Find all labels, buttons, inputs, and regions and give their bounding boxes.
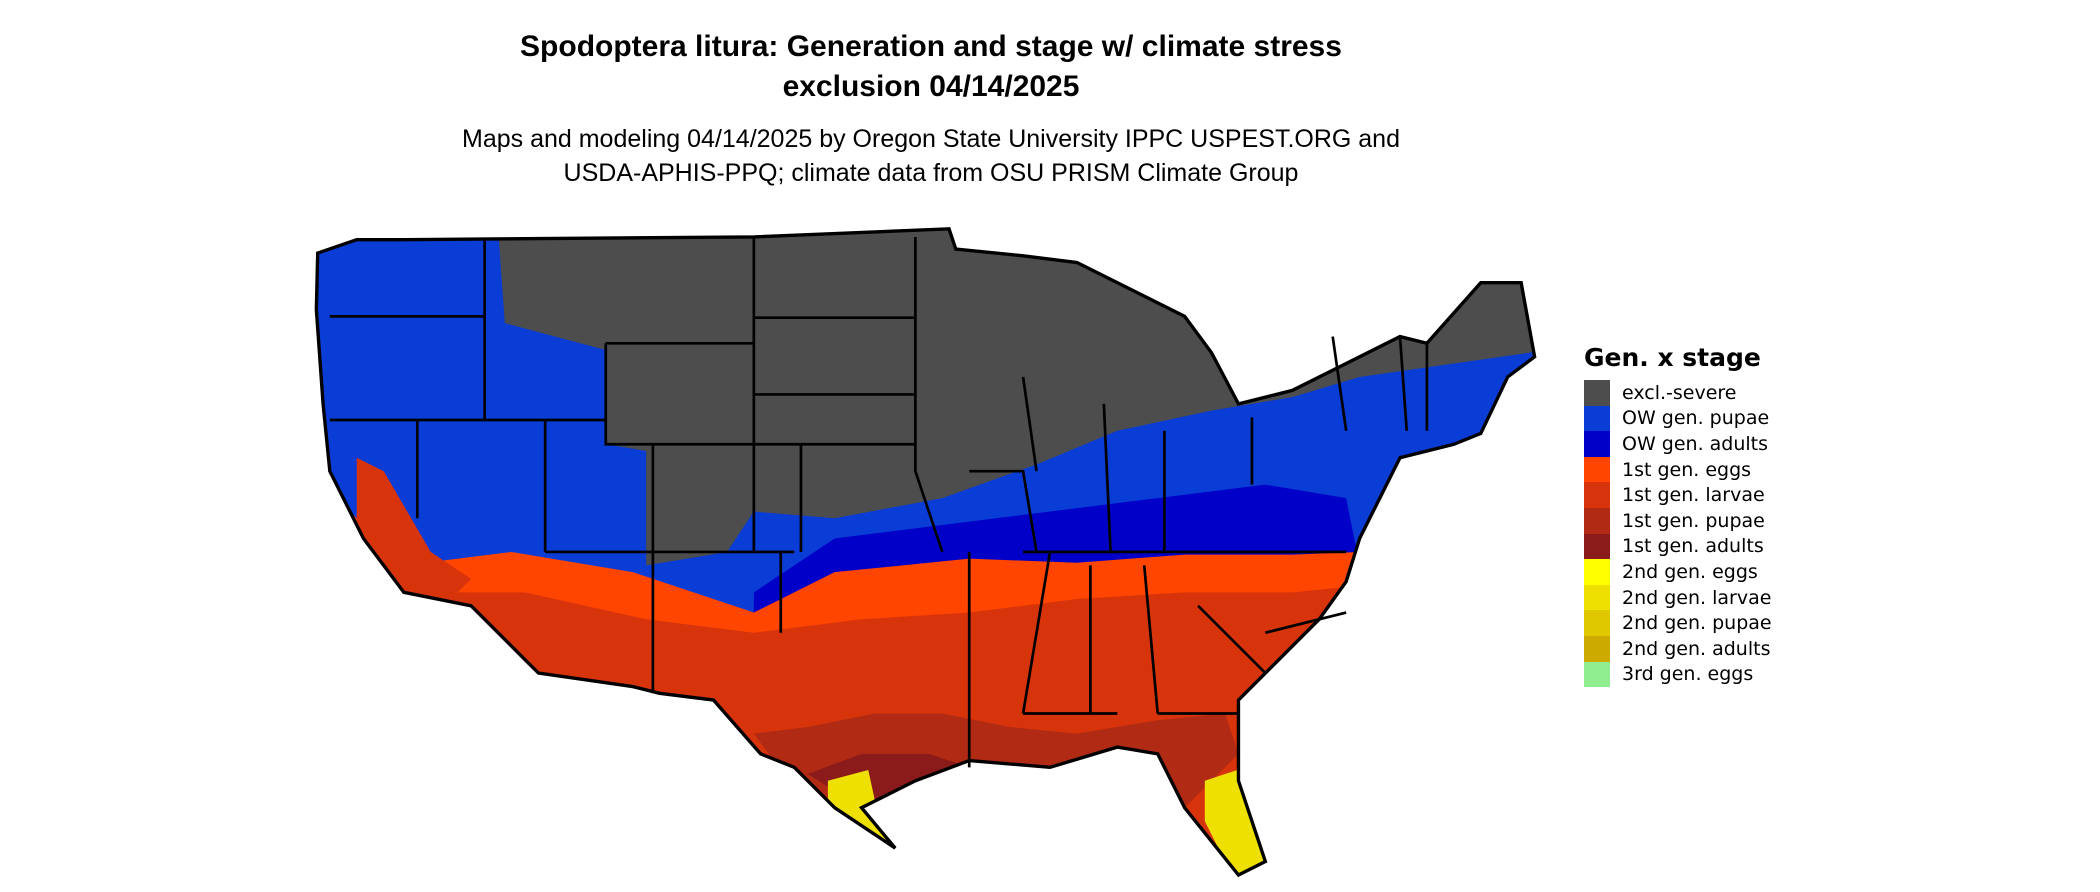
legend-swatch bbox=[1584, 456, 1610, 483]
legend-item: 1st gen. eggs bbox=[1584, 456, 1772, 483]
legend-item: 2nd gen. eggs bbox=[1584, 559, 1772, 585]
legend-swatch bbox=[1584, 431, 1610, 457]
legend-label: 1st gen. eggs bbox=[1622, 458, 1752, 481]
map-subtitle-line1: Maps and modeling 04/14/2025 by Oregon S… bbox=[462, 125, 1400, 153]
legend-swatch bbox=[1584, 635, 1610, 662]
legend-item: 2nd gen. larvae bbox=[1584, 584, 1772, 611]
legend-item: 1st gen. pupae bbox=[1584, 507, 1772, 534]
legend-swatch bbox=[1584, 380, 1610, 406]
legend-swatch bbox=[1584, 405, 1610, 432]
legend-items: excl.-severe OW gen. pupae OW gen. adults 1… bbox=[1584, 380, 1772, 688]
legend-label: excl.-severe bbox=[1622, 381, 1737, 404]
region-1st-pupae bbox=[753, 713, 1239, 808]
legend-item: excl.-severe bbox=[1584, 380, 1772, 406]
border-line bbox=[329, 236, 1429, 768]
legend-swatch bbox=[1584, 482, 1610, 508]
legend-label: 2nd gen. pupae bbox=[1622, 612, 1772, 635]
state-borders bbox=[329, 236, 1429, 768]
legend-label: OW gen. pupae bbox=[1622, 407, 1770, 430]
legend-label: 2nd gen. larvae bbox=[1622, 586, 1772, 609]
legend: Gen. x stage excl.-severe OW gen. pupae OW… bbox=[1584, 342, 1772, 688]
legend-swatch bbox=[1584, 661, 1610, 688]
map-subtitle-line2: USDA-APHIS-PPQ; climate data from OSU PR… bbox=[563, 159, 1299, 187]
region-2nd-larvae-florida bbox=[1204, 767, 1273, 876]
legend-label: 1st gen. larvae bbox=[1622, 484, 1765, 507]
legend-item: OW gen. adults bbox=[1584, 431, 1772, 457]
legend-swatch bbox=[1584, 559, 1610, 585]
map-title-line2: exclusion 04/14/2025 bbox=[782, 70, 1080, 103]
legend-swatch bbox=[1584, 584, 1610, 611]
legend-title: Gen. x stage bbox=[1584, 343, 1761, 372]
legend-item: 2nd gen. adults bbox=[1584, 635, 1772, 662]
legend-item: OW gen. pupae bbox=[1584, 405, 1772, 432]
legend-item: 3rd gen. eggs bbox=[1584, 661, 1772, 688]
legend-item: 1st gen. adults bbox=[1584, 533, 1772, 560]
legend-item: 2nd gen. pupae bbox=[1584, 610, 1772, 636]
legend-label: 3rd gen. eggs bbox=[1622, 663, 1754, 686]
legend-swatch bbox=[1584, 610, 1610, 636]
legend-label: 2nd gen. eggs bbox=[1622, 560, 1758, 583]
map-title-line1: Spodoptera litura: Generation and stage … bbox=[520, 30, 1342, 63]
legend-swatch bbox=[1584, 507, 1610, 534]
legend-label: OW gen. adults bbox=[1622, 432, 1769, 455]
legend-label: 1st gen. pupae bbox=[1622, 509, 1765, 532]
legend-label: 2nd gen. adults bbox=[1622, 637, 1771, 660]
legend-item: 1st gen. larvae bbox=[1584, 482, 1772, 508]
legend-label: 1st gen. adults bbox=[1622, 535, 1764, 558]
legend-swatch bbox=[1584, 533, 1610, 560]
